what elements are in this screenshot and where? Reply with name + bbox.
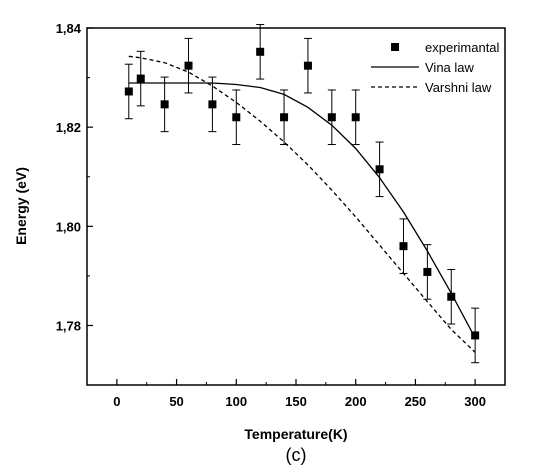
x-tick-label: 50: [169, 394, 183, 409]
data-point: [375, 165, 384, 174]
y-tick-label: 1,84: [56, 21, 82, 36]
x-tick-label: 100: [225, 394, 247, 409]
legend-marker-square: [391, 43, 399, 51]
series-vina-law: [128, 82, 476, 339]
data-point: [124, 87, 133, 96]
y-tick-label: 1,82: [56, 120, 81, 135]
data-point: [447, 292, 456, 301]
data-point: [208, 100, 217, 109]
data-point: [136, 74, 145, 83]
x-tick-label: 200: [345, 394, 367, 409]
data-point: [232, 113, 241, 122]
x-axis-title: Temperature(K): [244, 426, 347, 442]
x-tick-label: 150: [285, 394, 307, 409]
y-axis: 1,78 1,80 1,82 1,84: [56, 21, 93, 334]
data-point: [327, 113, 336, 122]
data-point: [399, 242, 408, 251]
series-experimantal: [124, 24, 480, 364]
data-point: [303, 61, 312, 70]
legend-label: experimantal: [425, 40, 500, 55]
x-axis: 0 50 100 150 200 250 300: [86, 379, 506, 409]
data-point: [351, 113, 360, 122]
data-point: [184, 61, 193, 70]
x-tick-label: 250: [405, 394, 427, 409]
data-point: [423, 267, 432, 276]
y-tick-label: 1,78: [56, 319, 81, 334]
x-tick-label: 300: [464, 394, 486, 409]
legend: experimantal Vina law Varshni law: [371, 40, 500, 95]
series-varshni-law: [128, 55, 476, 353]
y-tick-label: 1,80: [56, 219, 81, 234]
series-layer: [124, 24, 480, 364]
data-point: [256, 47, 265, 56]
x-tick-label: 0: [113, 394, 120, 409]
data-point: [471, 331, 480, 340]
vina-law-line: [128, 82, 476, 339]
legend-label: Varshni law: [425, 80, 492, 95]
data-point: [280, 113, 289, 122]
legend-label: Vina law: [425, 60, 475, 75]
varshni-law-line: [128, 55, 476, 353]
y-axis-title: Energy (eV): [13, 167, 29, 245]
data-point: [160, 100, 169, 109]
panel-label: (c): [286, 445, 307, 465]
